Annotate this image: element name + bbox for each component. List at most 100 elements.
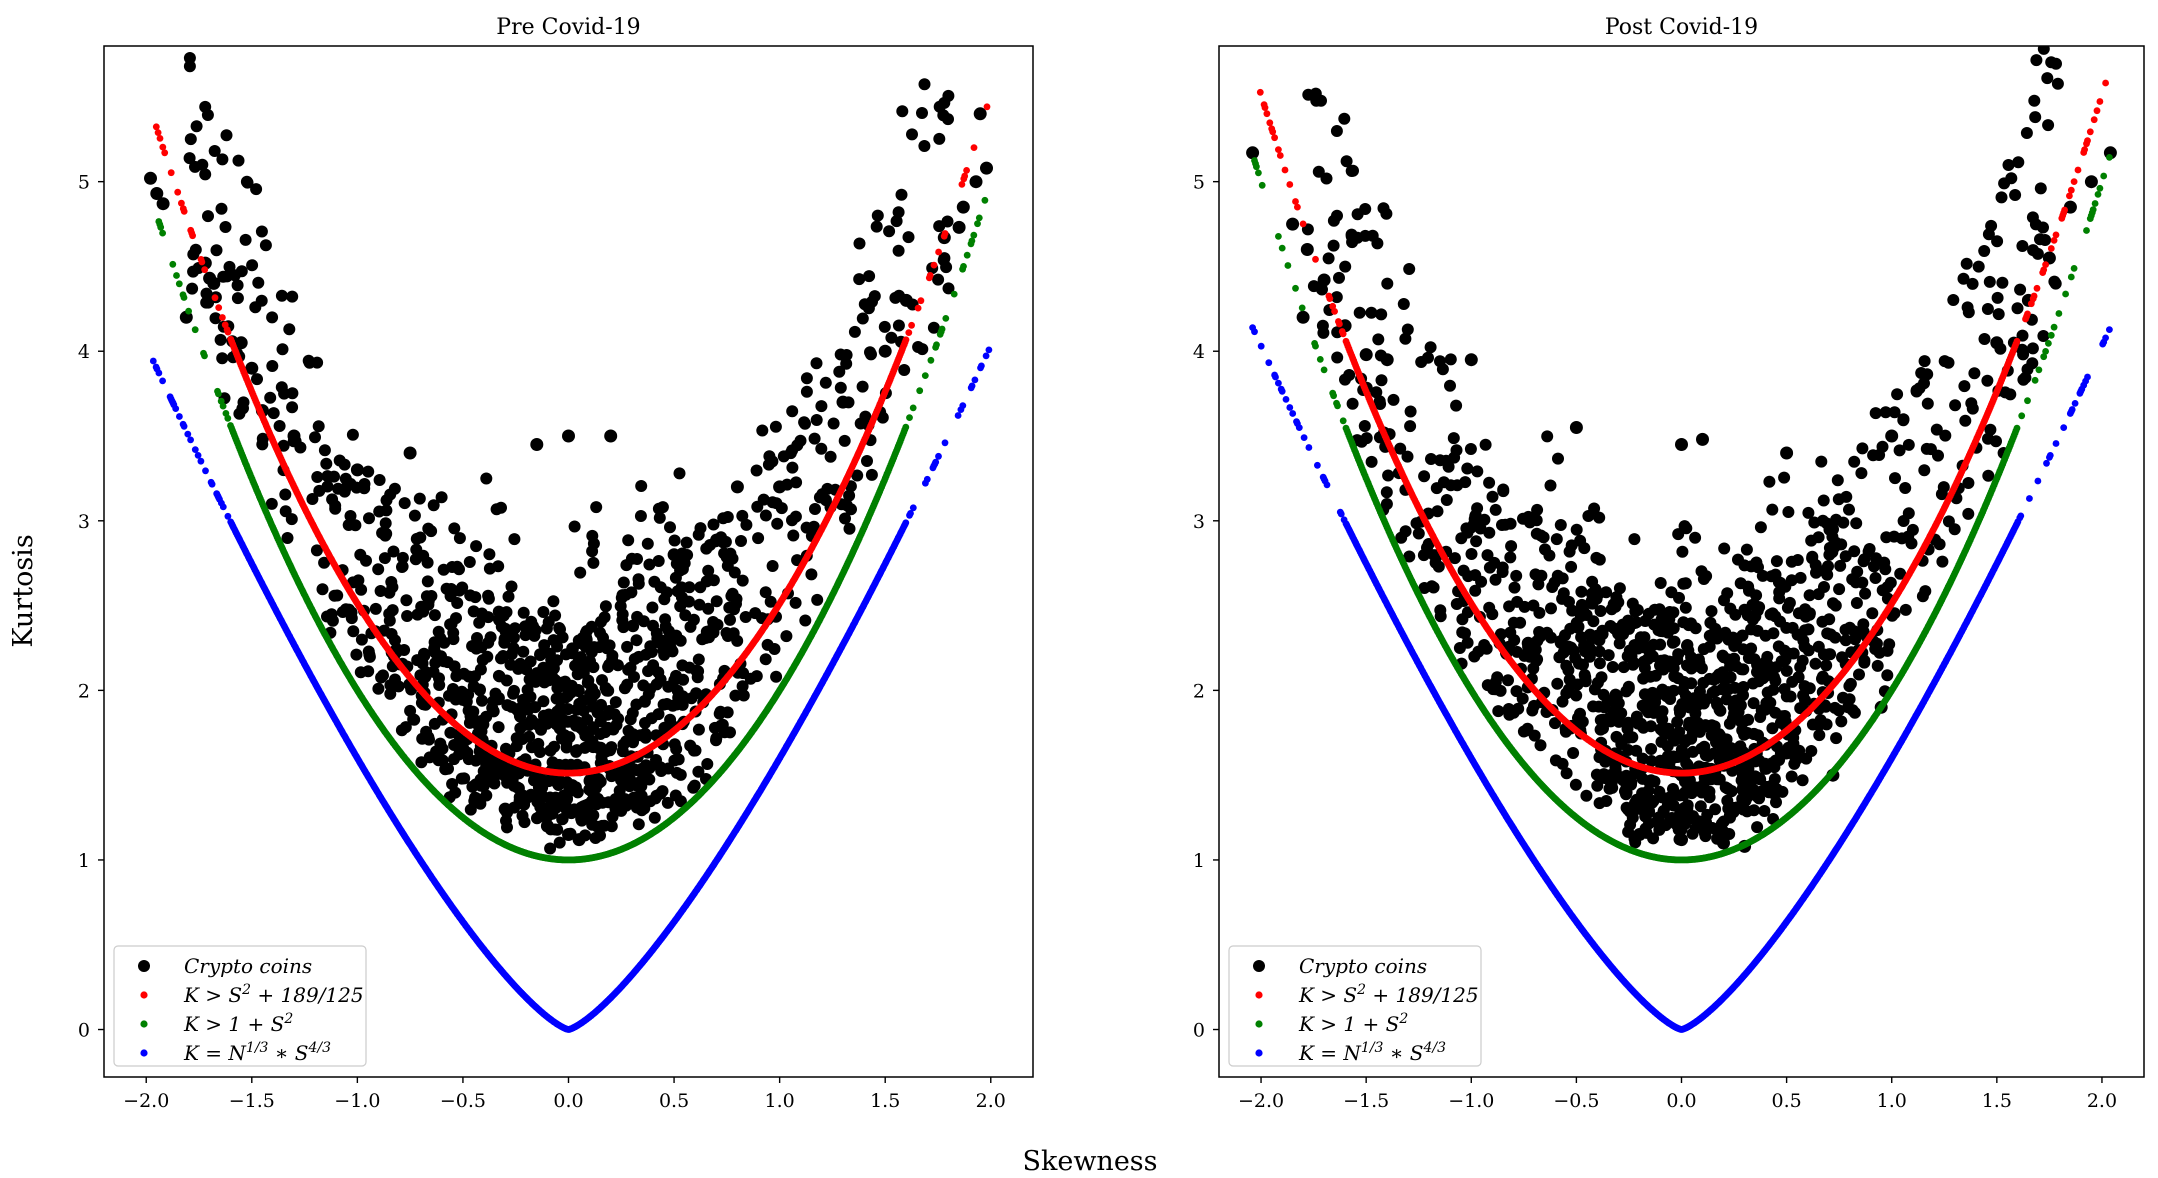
coin-point: [1918, 355, 1931, 368]
curve-point: [1331, 308, 1338, 315]
coin-point: [187, 265, 200, 278]
coin-point: [692, 765, 705, 778]
coin-point: [320, 457, 333, 470]
coin-point: [246, 259, 259, 272]
coin-point: [680, 536, 693, 549]
coin-point: [1496, 566, 1509, 578]
curve-point: [1276, 152, 1284, 159]
coin-point: [482, 589, 495, 602]
curve-point: [935, 248, 942, 256]
coin-point: [1355, 435, 1368, 448]
coin-point: [768, 643, 781, 655]
coin-point: [1968, 367, 1981, 380]
coin-point: [1962, 477, 1975, 489]
coin-point: [1657, 804, 1670, 817]
coin-point: [1544, 479, 1557, 492]
coin-point: [285, 513, 298, 526]
curve-point: [971, 376, 979, 384]
coin-point: [2051, 77, 2064, 90]
coin-point: [1552, 452, 1564, 465]
coin-point: [1668, 788, 1681, 801]
coin-point: [871, 209, 884, 222]
coin-point: [1637, 672, 1650, 685]
curve-point: [154, 129, 162, 137]
coin-point: [1633, 828, 1646, 841]
coin-point: [1821, 517, 1833, 530]
chart-title: Post Covid-19: [1605, 15, 1758, 40]
curve-point: [174, 188, 182, 196]
coin-point: [1675, 743, 1688, 756]
coin-point: [703, 631, 715, 644]
coin-point: [387, 545, 400, 558]
coin-point: [1920, 442, 1933, 455]
coin-point: [542, 616, 555, 629]
coin-point: [207, 276, 221, 290]
coin-point: [350, 463, 364, 477]
curve-point: [930, 261, 938, 269]
coin-point: [1622, 744, 1635, 756]
coin-point: [1565, 560, 1578, 573]
coin-point: [786, 405, 799, 418]
coin-point: [513, 791, 526, 804]
coin-point: [328, 589, 341, 602]
coin-point: [1483, 526, 1496, 539]
coin-point: [1359, 348, 1373, 362]
coin-point: [1346, 397, 1359, 410]
coin-point: [562, 828, 575, 841]
coin-point: [372, 563, 385, 576]
curve-point: [902, 423, 910, 431]
x-tick-label: 0.5: [659, 1090, 689, 1112]
coin-point: [355, 633, 368, 646]
curve-point: [1256, 88, 1264, 96]
coin-point: [667, 548, 681, 562]
coin-point: [644, 683, 657, 696]
coin-point: [581, 676, 594, 689]
coin-point: [1751, 821, 1764, 834]
coin-point: [467, 605, 480, 618]
coin-point: [427, 499, 440, 512]
coin-point: [710, 595, 723, 608]
coin-point: [1626, 597, 1639, 610]
coin-point: [752, 532, 765, 545]
coin-point: [1816, 672, 1828, 685]
coin-point: [599, 600, 612, 613]
coin-point: [1479, 438, 1492, 451]
coin-point: [898, 364, 911, 376]
coin-point: [1551, 677, 1564, 690]
coin-point: [594, 626, 606, 639]
coin-point: [865, 468, 878, 481]
coin-point: [2030, 54, 2043, 67]
coin-point: [1702, 750, 1715, 762]
coin-point: [591, 820, 604, 833]
coin-point: [1761, 686, 1774, 699]
x-tick-label: 1.0: [765, 1090, 795, 1112]
coin-point: [433, 672, 445, 685]
coin-point: [399, 721, 412, 734]
coin-point: [241, 176, 254, 189]
coin-point: [2009, 189, 2022, 201]
coin-point: [1962, 507, 1975, 520]
coin-point: [1621, 722, 1634, 735]
coin-point: [853, 273, 866, 286]
coin-point: [286, 387, 299, 400]
coin-point: [1412, 527, 1425, 540]
coin-point: [1481, 549, 1494, 562]
curve-point: [958, 181, 966, 188]
coin-point: [1331, 351, 1344, 364]
coin-point: [498, 802, 512, 816]
coin-point: [309, 431, 321, 444]
x-tick-label: −1.0: [334, 1090, 380, 1112]
coin-point: [1415, 356, 1428, 368]
coin-point: [522, 702, 535, 715]
coin-point: [1972, 260, 1985, 273]
coin-point: [628, 670, 640, 683]
coin-point: [1489, 676, 1502, 689]
coin-point: [670, 766, 683, 779]
coin-point: [433, 635, 446, 648]
curve-point: [215, 304, 223, 311]
curve-point: [215, 390, 222, 398]
coin-point: [1647, 699, 1660, 712]
curve-red: [1256, 79, 2110, 777]
coin-point: [1918, 464, 1931, 477]
coin-point: [1713, 773, 1726, 786]
